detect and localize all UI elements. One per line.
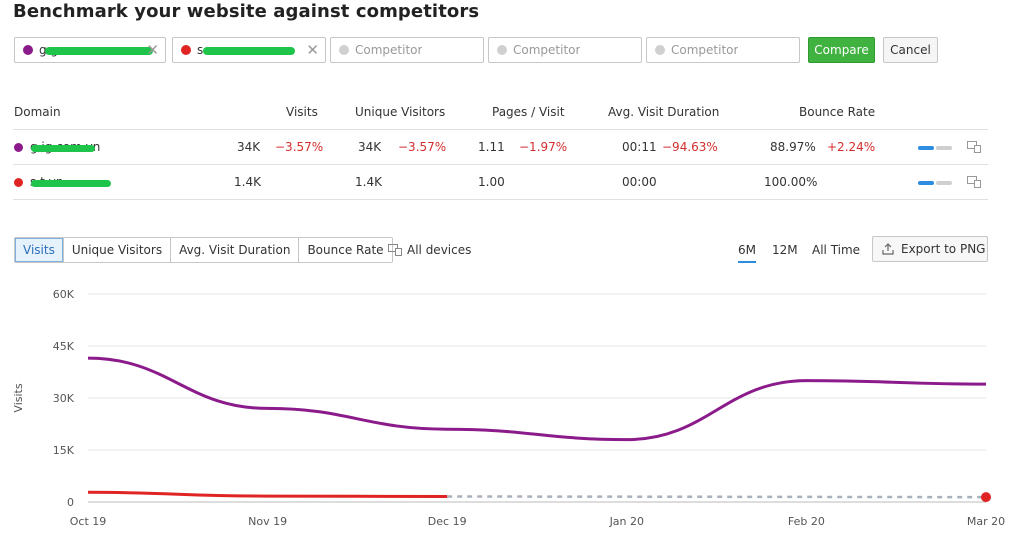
visits-value: 1.4K — [234, 175, 261, 189]
competitor-chip-2[interactable]: s ... ✕ — [172, 37, 326, 63]
x-tick-label: Mar 20 — [967, 515, 1005, 528]
competitor-placeholder: Competitor — [355, 43, 423, 57]
competitor-color-dot — [23, 45, 33, 55]
redaction-mark — [203, 47, 295, 55]
col-header-unique-visitors[interactable]: Unique Visitors — [355, 105, 446, 119]
visits-value: 34K — [237, 140, 261, 154]
pages-per-visit-value: 1.00 — [478, 175, 505, 189]
devices-icon[interactable] — [967, 141, 981, 153]
col-header-pages-per-visit[interactable]: Pages / Visit — [492, 105, 565, 119]
pages-per-visit-delta: −1.97% — [519, 140, 568, 154]
range-12m[interactable]: 12M — [772, 243, 798, 257]
tab-visits[interactable]: Visits — [15, 238, 64, 262]
domain-color-dot — [14, 178, 23, 187]
range-6m[interactable]: 6M — [738, 243, 756, 263]
x-tick-label: Oct 19 — [70, 515, 107, 528]
divider — [13, 164, 988, 165]
col-header-visits[interactable]: Visits — [286, 105, 318, 119]
devices-icon — [388, 244, 402, 256]
y-tick-label: 15K — [53, 444, 75, 457]
avg-visit-duration-value: 00:11 — [622, 140, 657, 154]
tab-bounce-rate[interactable]: Bounce Rate — [299, 238, 392, 262]
bounce-rate-delta: +2.24% — [827, 140, 876, 154]
series-line-domain-1 — [87, 356, 987, 442]
x-tick-label: Nov 19 — [248, 515, 287, 528]
unique-visitors-value: 34K — [358, 140, 382, 154]
tab-unique-visitors[interactable]: Unique Visitors — [63, 238, 172, 262]
upload-icon — [882, 243, 894, 255]
range-all-time[interactable]: All Time — [812, 243, 861, 257]
competitor-color-dot — [181, 45, 191, 55]
redaction-mark — [31, 180, 111, 187]
y-tick-label: 0 — [67, 496, 74, 509]
visits-line-chart: 0 15K 30K 45K 60K Oct 19 Nov 19 Dec 19 Jan 20 Feb… — [12, 288, 1005, 528]
competitor-placeholder: Competitor — [671, 43, 739, 57]
y-tick-label: 30K — [53, 392, 75, 405]
metric-tabs: Visits Unique Visitors Avg. Visit Durati… — [14, 237, 393, 263]
export-png-label: Export to PNG — [901, 242, 986, 256]
page-title: Benchmark your website against competito… — [13, 1, 480, 22]
export-png-button[interactable]: Export to PNG — [872, 236, 988, 262]
device-share-bar — [918, 146, 952, 150]
competitor-input-5[interactable]: Competitor — [646, 37, 800, 63]
devices-filter-label: All devices — [407, 243, 472, 257]
col-header-avg-visit-duration[interactable]: Avg. Visit Duration — [608, 105, 720, 119]
divider — [13, 199, 988, 200]
series-line-domain-2 — [87, 490, 448, 498]
bounce-rate-value: 100.00% — [764, 175, 818, 189]
pages-per-visit-value: 1.11 — [478, 140, 505, 154]
y-axis-label: Visits — [12, 383, 25, 412]
device-share-bar — [918, 181, 952, 185]
x-tick-label: Jan 20 — [609, 515, 644, 528]
devices-filter[interactable]: All devices — [388, 243, 471, 257]
col-header-bounce-rate[interactable]: Bounce Rate — [799, 105, 876, 119]
close-icon[interactable]: ✕ — [146, 41, 159, 59]
compare-button[interactable]: Compare — [808, 37, 875, 63]
competitor-input-3[interactable]: Competitor — [330, 37, 484, 63]
competitor-color-dot — [497, 45, 507, 55]
col-header-domain: Domain — [14, 105, 61, 119]
competitor-color-dot — [655, 45, 665, 55]
cancel-button[interactable]: Cancel — [883, 37, 938, 63]
competitor-color-dot — [339, 45, 349, 55]
competitor-chip-1[interactable]: g g ✕ — [14, 37, 166, 63]
competitor-input-4[interactable]: Competitor — [488, 37, 642, 63]
devices-icon[interactable] — [967, 176, 981, 188]
y-tick-label: 60K — [53, 288, 75, 301]
close-icon[interactable]: ✕ — [306, 41, 319, 59]
avg-visit-duration-value: 00:00 — [622, 175, 657, 189]
redaction-mark — [31, 145, 95, 152]
unique-visitors-value: 1.4K — [355, 175, 382, 189]
redaction-mark — [45, 47, 153, 55]
unique-visitors-delta: −3.57% — [398, 140, 447, 154]
domain-color-dot — [14, 143, 23, 152]
bounce-rate-value: 88.97% — [770, 140, 816, 154]
tab-avg-visit-duration[interactable]: Avg. Visit Duration — [171, 238, 300, 262]
data-point-last — [981, 492, 991, 503]
x-tick-label: Dec 19 — [428, 515, 467, 528]
series-projection-line — [447, 495, 987, 499]
divider — [13, 129, 988, 130]
competitor-placeholder: Competitor — [513, 43, 581, 57]
visits-delta: −3.57% — [275, 140, 324, 154]
x-tick-label: Feb 20 — [788, 515, 825, 528]
y-tick-label: 45K — [53, 340, 75, 353]
avg-visit-duration-delta: −94.63% — [662, 140, 718, 154]
